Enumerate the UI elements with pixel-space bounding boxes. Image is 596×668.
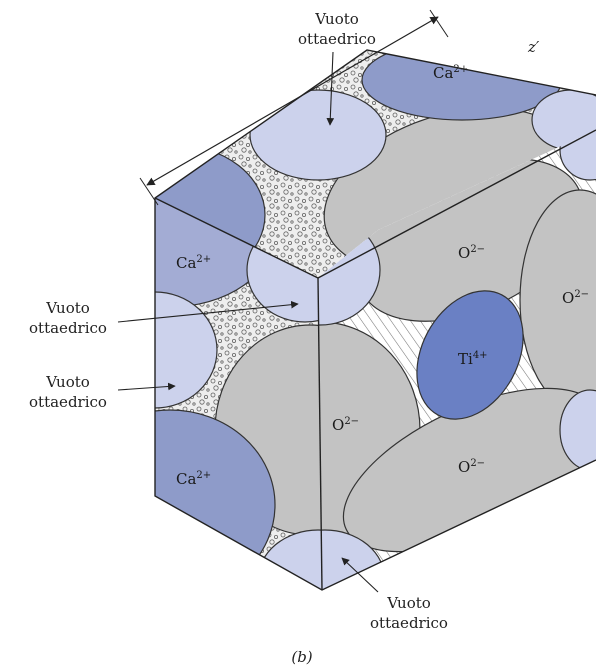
annotation-left-upper-line1: Vuoto	[45, 299, 90, 317]
ion-label-ti-center: Ti4+	[458, 350, 488, 368]
ion-label-ca-left-top: Ca2+	[176, 254, 211, 272]
ion-label-o-front: O2−	[332, 416, 359, 434]
void-top-shape	[249, 89, 387, 181]
annotation-left-upper-line2: ottaedrico	[29, 319, 107, 337]
ion-label-ca-top: Ca2+	[433, 64, 468, 82]
ion-label-o-right: O2−	[562, 289, 589, 307]
annotation-bottom-line1: Vuoto	[386, 594, 431, 612]
annotation-top: Vuoto ottaedrico	[298, 10, 376, 126]
annotation-left-lower-line2: ottaedrico	[29, 393, 107, 411]
ion-label-o-bottom: O2−	[458, 458, 485, 476]
annotation-top-line1: Vuoto	[314, 10, 359, 28]
annotation-bottom: Vuoto ottaedrico	[341, 557, 448, 632]
annotation-top-line2: ottaedrico	[298, 30, 376, 48]
annotation-left-lower-line1: Vuoto	[45, 373, 90, 391]
annotation-bottom-line2: ottaedrico	[370, 614, 448, 632]
titanium-center-shape	[416, 290, 524, 420]
ion-label-ca-left-bottom: Ca2+	[176, 470, 211, 488]
dimension-arrow	[146, 16, 439, 186]
annotation-left-upper: Vuoto ottaedrico	[29, 299, 299, 337]
ion-label-o-top: O2−	[458, 244, 485, 262]
axis-label: z′	[527, 38, 540, 56]
figure-caption: (b)	[291, 648, 312, 666]
annotation-left-lower: Vuoto ottaedrico	[29, 373, 176, 411]
cube-edges	[139, 9, 596, 591]
void-left-shape	[155, 291, 218, 409]
